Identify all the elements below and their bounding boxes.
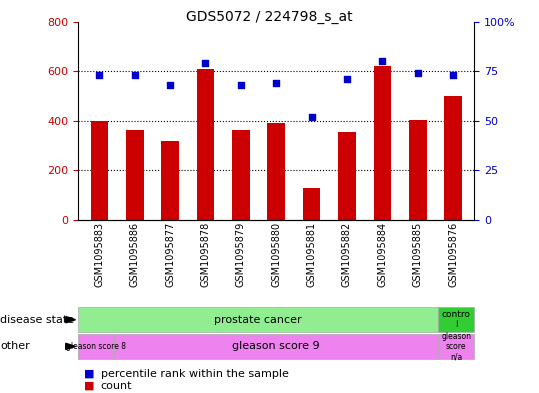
Bar (197, 69, 215, 220)
Point (378, 58, 386, 64)
Text: other: other (0, 342, 30, 351)
Text: prostate cancer: prostate cancer (215, 315, 302, 325)
Text: contro
l: contro l (442, 310, 471, 329)
Point (413, 70, 422, 76)
Text: ■: ■ (84, 381, 94, 391)
Bar (161, 141, 179, 220)
Bar (126, 130, 143, 220)
Text: percentile rank within the sample: percentile rank within the sample (101, 369, 289, 379)
Point (449, 72, 458, 78)
Bar (91, 121, 108, 220)
Point (237, 82, 245, 88)
Point (201, 60, 210, 66)
Bar (338, 132, 356, 220)
Point (272, 80, 280, 86)
Text: count: count (101, 381, 132, 391)
Text: gleason
score
n/a: gleason score n/a (441, 332, 471, 361)
Bar (374, 66, 391, 220)
Bar (444, 96, 462, 220)
Point (166, 82, 175, 88)
Text: disease state: disease state (0, 315, 74, 325)
Point (343, 76, 351, 82)
Text: GDS5072 / 224798_s_at: GDS5072 / 224798_s_at (186, 10, 353, 24)
Text: gleason score 9: gleason score 9 (232, 342, 320, 351)
Bar (267, 123, 285, 220)
Point (95, 72, 103, 78)
Bar (409, 119, 426, 220)
Point (130, 72, 139, 78)
Text: gleason score 8: gleason score 8 (66, 342, 126, 351)
Point (307, 114, 316, 120)
Bar (232, 130, 250, 220)
Text: ■: ■ (84, 369, 94, 379)
Bar (303, 188, 321, 220)
